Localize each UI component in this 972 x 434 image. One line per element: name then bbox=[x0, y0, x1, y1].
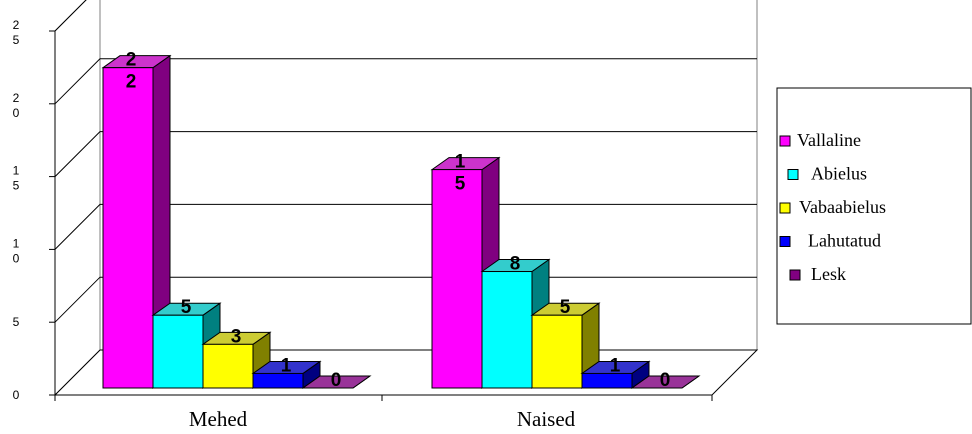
legend-swatch bbox=[779, 202, 791, 214]
legend-swatch bbox=[789, 269, 801, 281]
legend-label: Vallaline bbox=[797, 130, 861, 150]
legend-label: Lesk bbox=[811, 264, 846, 284]
data-label: 5 bbox=[560, 297, 571, 318]
bar-front bbox=[581, 372, 633, 389]
bar-lesk-mehed bbox=[301, 375, 372, 389]
bar-front bbox=[102, 67, 154, 389]
y-tick-label: 5 bbox=[13, 315, 20, 329]
data-label: 0 bbox=[660, 370, 671, 391]
legend: Vallaline Abielus Vabaabielus Lahutatud Lesk bbox=[776, 87, 972, 325]
bar-top bbox=[301, 375, 372, 389]
data-label: 8 bbox=[510, 254, 521, 275]
y-tick-label: 0 bbox=[13, 388, 20, 402]
bar-front bbox=[202, 343, 254, 389]
side-wall bbox=[54, 0, 101, 397]
legend-swatch bbox=[787, 169, 799, 180]
bars bbox=[101, 54, 701, 389]
data-label: 3 bbox=[231, 326, 242, 347]
gridline bbox=[54, 0, 87, 32]
gridlines bbox=[54, 0, 757, 323]
legend-label: Abielus bbox=[811, 164, 867, 184]
data-label: 1 bbox=[281, 355, 292, 376]
legend-swatch bbox=[779, 236, 791, 247]
bar-lesk-naised bbox=[630, 375, 701, 389]
legend-label: Lahutatud bbox=[808, 231, 881, 251]
gridline bbox=[54, 203, 757, 250]
bar-lahutatud-mehed bbox=[251, 360, 322, 389]
data-label: 5 bbox=[181, 297, 192, 318]
legend-swatch bbox=[779, 135, 791, 147]
bar-front bbox=[481, 271, 533, 389]
bar-vallaline-mehed bbox=[101, 54, 172, 389]
bar-front bbox=[152, 314, 204, 389]
y-axis: 0 5 1 0 1 5 2 0 2 5 bbox=[13, 18, 56, 402]
back-wall bbox=[99, 0, 758, 351]
data-label: 1 bbox=[610, 355, 621, 376]
gridline bbox=[54, 131, 757, 177]
data-label: 0 bbox=[331, 370, 342, 391]
x-category-label: Mehed bbox=[189, 407, 248, 431]
bar-vabaabielus-mehed bbox=[201, 331, 272, 389]
bar-lahutatud-naised bbox=[580, 360, 651, 389]
bar-front bbox=[431, 169, 483, 389]
gridline bbox=[54, 58, 757, 105]
x-category-label: Naised bbox=[517, 407, 576, 431]
bar-vabaabielus-naised bbox=[530, 302, 601, 389]
legend-box bbox=[776, 87, 972, 325]
floor bbox=[53, 349, 759, 396]
x-axis: Mehed Naised bbox=[54, 395, 713, 431]
data-labels: 2 2 5 3 1 0 1 5 8 5 1 0 bbox=[126, 50, 671, 391]
bar-front bbox=[252, 372, 304, 389]
bar-front bbox=[531, 314, 583, 389]
bar-top bbox=[630, 375, 701, 389]
legend-label: Vabaabielus bbox=[799, 197, 886, 217]
